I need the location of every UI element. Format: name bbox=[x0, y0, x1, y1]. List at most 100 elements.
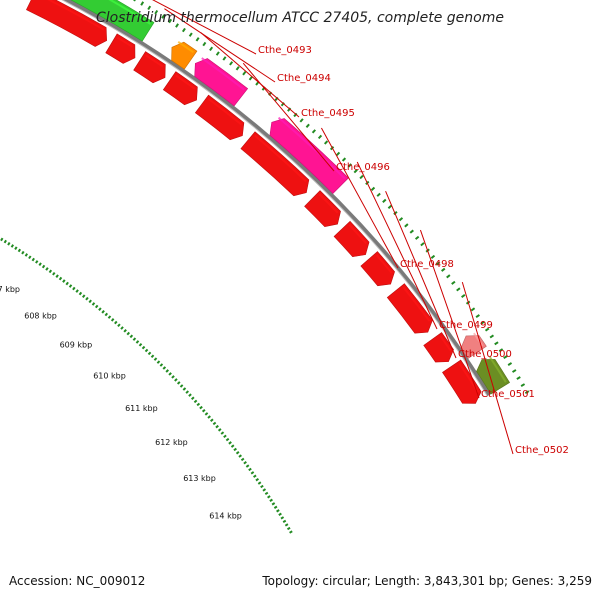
outer-tick bbox=[516, 376, 521, 380]
outer-tick bbox=[376, 192, 381, 197]
inner-tick bbox=[269, 498, 273, 502]
label-leader-line bbox=[461, 281, 514, 455]
outer-tick bbox=[353, 169, 358, 174]
gene-arrow-highlight bbox=[201, 57, 245, 91]
inner-tick bbox=[215, 424, 219, 429]
kbp-label: 607 kbp bbox=[0, 285, 20, 294]
inner-tick bbox=[260, 484, 264, 489]
outer-tick bbox=[248, 76, 253, 81]
outer-tick bbox=[484, 327, 490, 332]
inner-tick bbox=[101, 310, 105, 314]
gene-arrow bbox=[70, 0, 155, 42]
kbp-label: 613 kbp bbox=[183, 474, 216, 483]
inner-tick bbox=[286, 526, 291, 531]
inner-tick bbox=[223, 434, 227, 439]
inner-tick bbox=[135, 340, 140, 344]
inner-tick bbox=[282, 519, 287, 524]
gene-arrow bbox=[194, 58, 249, 107]
outer-tick bbox=[414, 235, 420, 240]
gene-arrow-highlight bbox=[47, 0, 105, 31]
inner-tick bbox=[132, 337, 137, 341]
inner-tick bbox=[114, 320, 118, 325]
gene-arrow bbox=[333, 220, 370, 258]
inner-tick bbox=[220, 431, 225, 435]
inner-tick bbox=[238, 454, 242, 458]
gene-arrow-highlight bbox=[318, 193, 339, 214]
inner-tick bbox=[117, 323, 121, 328]
outer-tick bbox=[188, 32, 193, 37]
gene-label: Cthe_0501 bbox=[481, 389, 535, 400]
inner-tick bbox=[264, 491, 269, 496]
gene-arrow-highlight bbox=[175, 74, 196, 90]
inner-tick bbox=[210, 418, 214, 422]
inner-tick bbox=[240, 457, 245, 462]
gene-label: Cthe_0493 bbox=[258, 45, 312, 56]
outer-tick bbox=[446, 274, 451, 279]
label-leader-line bbox=[320, 127, 399, 269]
outer-tick bbox=[202, 41, 207, 47]
inner-tick bbox=[144, 348, 149, 353]
inner-tick bbox=[176, 381, 181, 385]
inner-tick bbox=[230, 444, 235, 448]
gene-label: Cthe_0499 bbox=[439, 320, 493, 331]
gene-arrow bbox=[386, 283, 433, 334]
inner-tick bbox=[217, 428, 222, 432]
outer-tick bbox=[181, 27, 186, 33]
outer-tick bbox=[520, 383, 526, 387]
inner-tick bbox=[21, 250, 25, 255]
outer-tick bbox=[498, 348, 504, 353]
outer-tick bbox=[480, 320, 485, 325]
inner-tick bbox=[267, 495, 271, 499]
inner-tick bbox=[271, 502, 276, 506]
label-leader-line bbox=[152, 0, 257, 55]
accession-text: Accession: NC_009012 bbox=[9, 574, 146, 588]
inner-tick bbox=[243, 461, 247, 465]
outer-tick bbox=[441, 267, 446, 272]
inner-tick bbox=[110, 318, 115, 322]
gene-arrow-highlight bbox=[145, 54, 164, 68]
outer-tick bbox=[409, 229, 414, 234]
inner-tick bbox=[129, 334, 134, 339]
gene-arrow bbox=[171, 41, 198, 70]
gene-label: Cthe_0498 bbox=[400, 259, 454, 270]
label-leader-line bbox=[385, 190, 457, 359]
gene-arrow bbox=[162, 71, 198, 106]
inner-tick bbox=[45, 267, 49, 271]
inner-tick bbox=[138, 343, 143, 347]
inner-tick bbox=[262, 488, 267, 492]
outer-tick bbox=[195, 37, 200, 42]
inner-tick bbox=[62, 279, 66, 283]
gene-arrow bbox=[133, 51, 166, 84]
outer-tick bbox=[524, 390, 530, 395]
gene-arrow-highlight bbox=[402, 286, 431, 322]
inner-tick bbox=[17, 248, 22, 253]
inner-tick bbox=[179, 384, 184, 388]
gene-label: Cthe_0496 bbox=[336, 162, 390, 173]
label-leader-line bbox=[419, 229, 480, 399]
inner-tick bbox=[147, 351, 152, 356]
gene-arrow bbox=[360, 251, 395, 287]
page-title: Clostridium thermocellum ATCC 27405, com… bbox=[96, 10, 504, 26]
inner-tick bbox=[171, 375, 175, 379]
inner-tick bbox=[280, 516, 285, 520]
inner-tick bbox=[174, 378, 178, 382]
outer-tick bbox=[168, 18, 173, 24]
inner-tick bbox=[107, 315, 112, 319]
outer-tick bbox=[215, 51, 220, 56]
inner-tick bbox=[10, 244, 15, 248]
inner-tick bbox=[250, 471, 255, 475]
kbp-label: 611 kbp bbox=[125, 404, 158, 413]
kbp-label: 609 kbp bbox=[60, 341, 93, 350]
label-leader-line bbox=[164, 8, 276, 83]
outer-tick bbox=[512, 369, 517, 373]
gene-arrow-highlight bbox=[348, 224, 367, 244]
inner-tick bbox=[3, 239, 7, 244]
inner-tick bbox=[257, 481, 262, 485]
inner-tick bbox=[159, 363, 164, 367]
inner-tick bbox=[75, 289, 79, 293]
inner-tick bbox=[276, 509, 280, 513]
outer-tick bbox=[235, 66, 240, 71]
inner-tick bbox=[182, 387, 187, 391]
inner-tick bbox=[85, 296, 89, 301]
